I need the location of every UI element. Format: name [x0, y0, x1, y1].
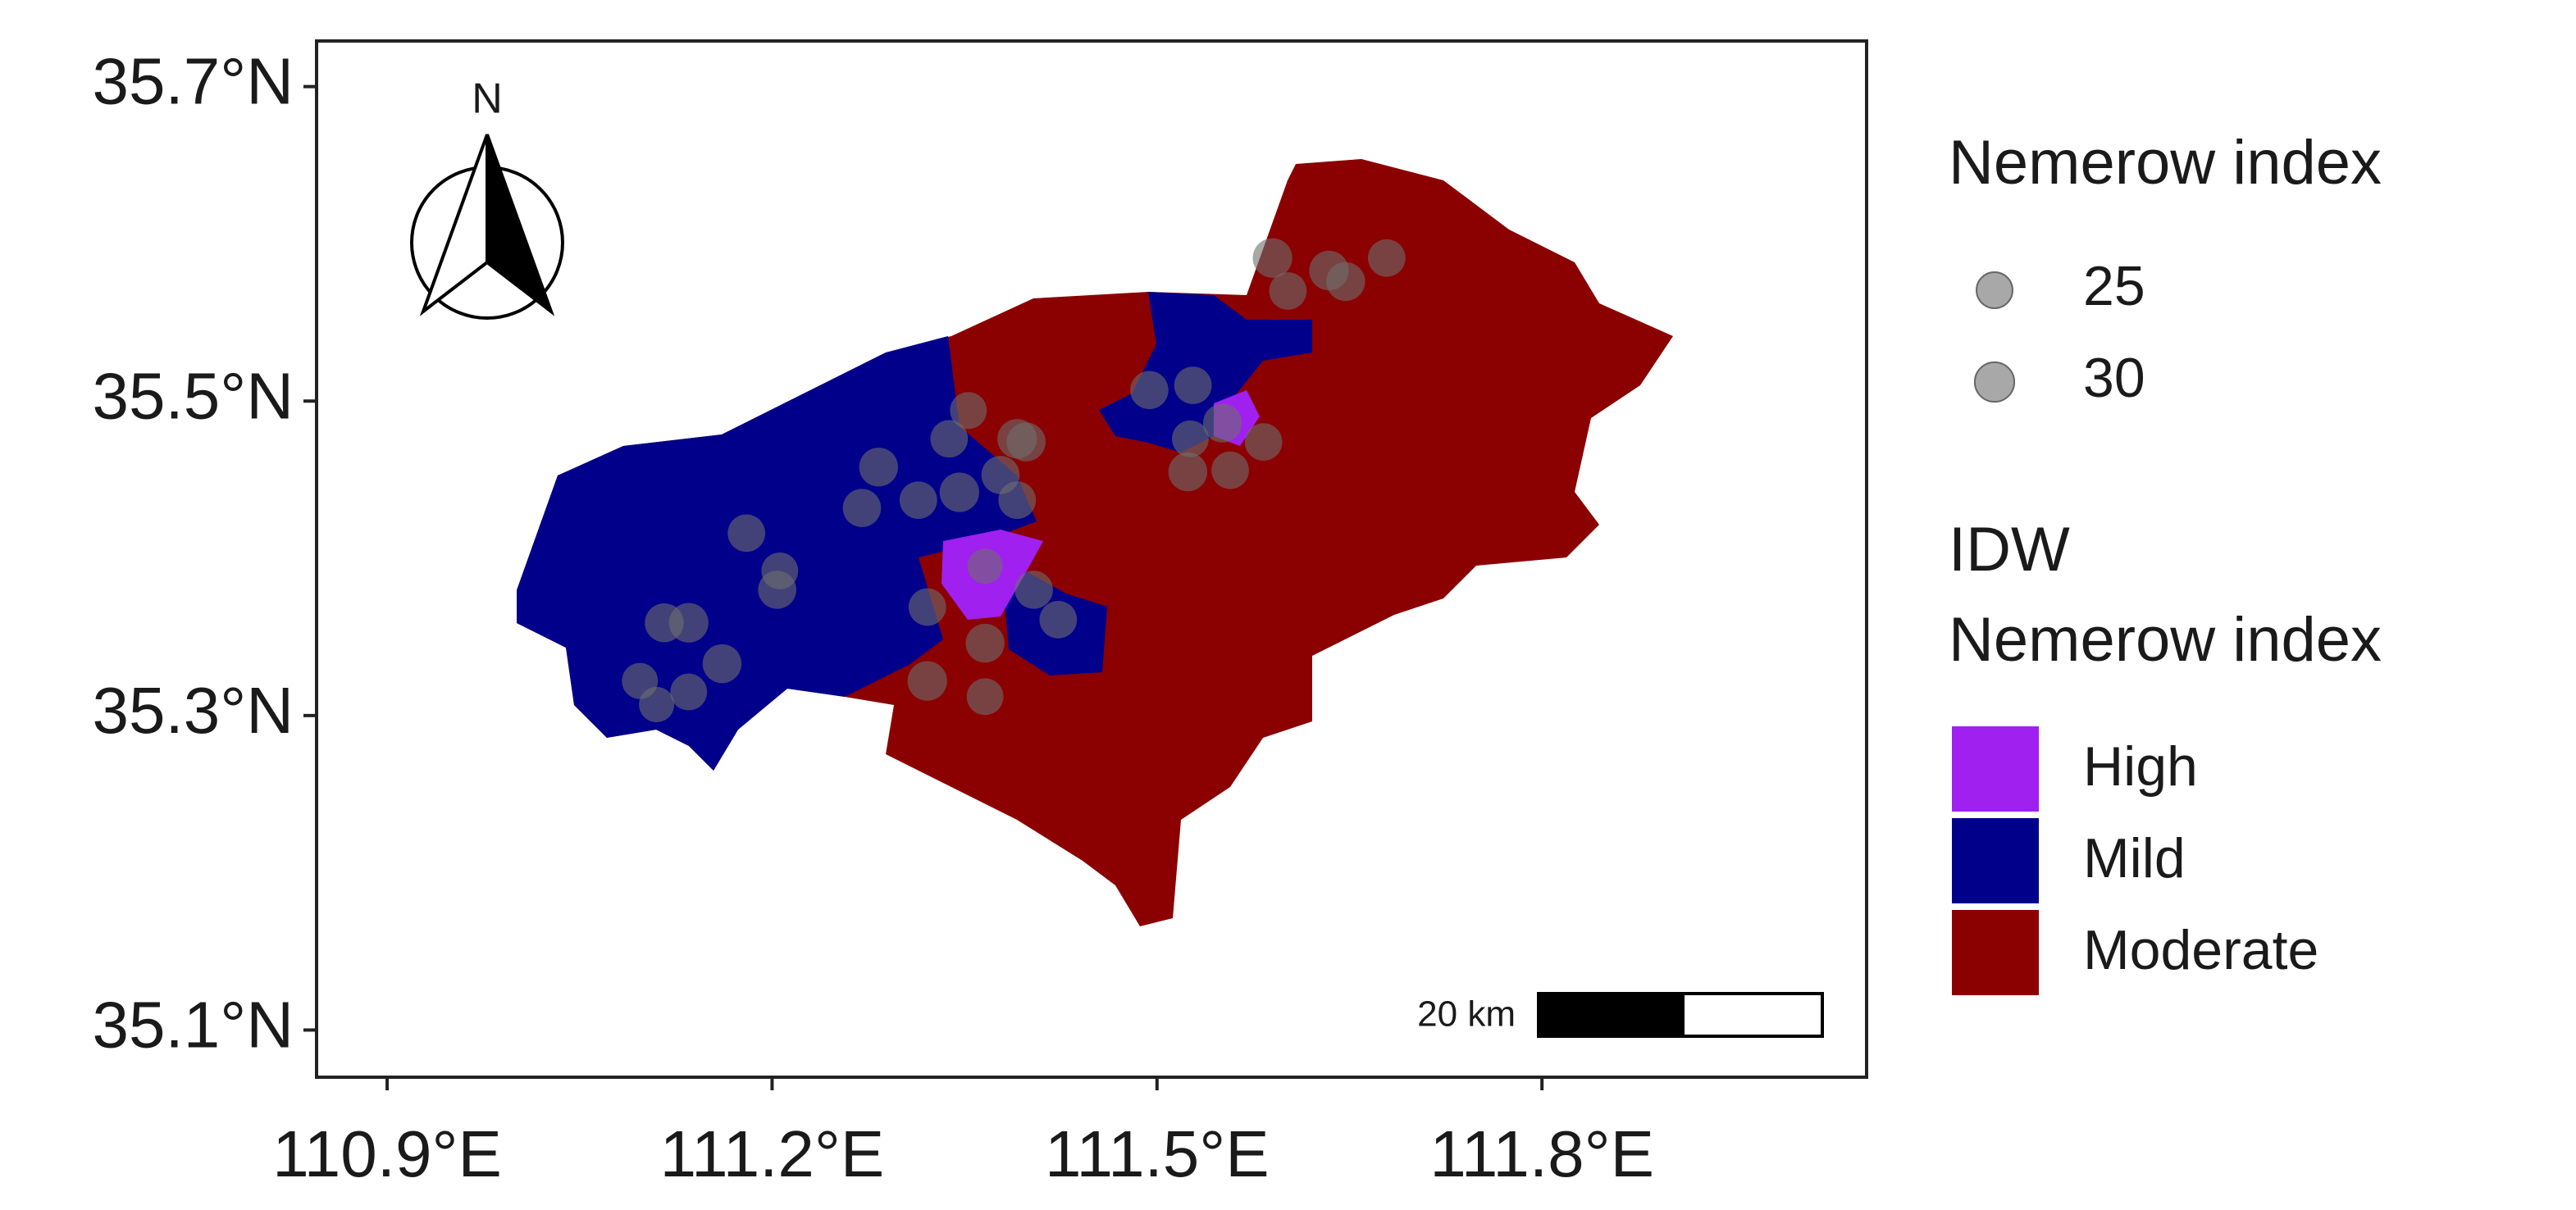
sample-point — [950, 392, 987, 430]
legend: 25 30 High Mild Moderate — [1952, 255, 2318, 995]
fill-legend-label: High — [2083, 735, 2198, 798]
y-tick-label: 35.7°N — [93, 45, 294, 118]
sample-point — [1309, 250, 1349, 291]
y-tick-label: 35.5°N — [93, 359, 294, 432]
sample-point — [1006, 422, 1046, 462]
north-arrow-right — [486, 134, 555, 316]
fill-legend-key — [1952, 726, 2039, 812]
sample-point — [965, 623, 1005, 663]
sample-point — [1211, 451, 1249, 489]
sample-point — [668, 603, 709, 643]
sample-point — [758, 571, 796, 609]
sample-point — [1168, 452, 1208, 492]
sample-point — [998, 481, 1037, 519]
scale-bar-black — [1537, 992, 1685, 1038]
x-tick-label: 110.9°E — [272, 1117, 502, 1190]
idw-surface — [517, 159, 1673, 926]
sample-point — [939, 472, 979, 512]
y-tick-label: 35.1°N — [93, 989, 294, 1062]
size-legend-title: Nemerow index — [1949, 128, 2382, 198]
sample-point — [1367, 239, 1406, 277]
sample-point — [1014, 571, 1053, 609]
sample-point — [1130, 371, 1169, 410]
size-legend-label: 30 — [2083, 347, 2145, 409]
sample-point — [908, 588, 946, 626]
sample-point — [859, 448, 898, 487]
fill-legend-key — [1952, 910, 2039, 995]
x-tick-label: 111.2°E — [660, 1117, 885, 1190]
fill-legend-key — [1952, 818, 2039, 903]
sample-point — [639, 686, 675, 722]
north-arrow: N — [410, 75, 564, 320]
north-arrow-label: N — [472, 75, 503, 123]
size-legend-label: 25 — [2083, 255, 2145, 317]
fill-legend-title: IDW — [1949, 515, 2070, 585]
axes: 110.9°E 111.2°E 111.5°E 111.8°E 35.1°N 35.3°N… — [93, 45, 1654, 1190]
sample-point — [967, 548, 1003, 585]
fill-legend-title: Nemerow index — [1949, 605, 2382, 675]
sample-point — [842, 489, 882, 527]
north-arrow-left — [419, 134, 489, 316]
fill-legend-label: Moderate — [2083, 919, 2318, 981]
sample-point — [1202, 403, 1242, 443]
sample-point — [702, 644, 742, 684]
fill-legend-label: Mild — [2083, 827, 2186, 889]
size-legend-key — [1976, 271, 2013, 309]
sample-point — [1244, 423, 1283, 461]
sample-point — [1269, 272, 1307, 310]
size-legend-key — [1973, 361, 2016, 403]
sample-point — [1039, 600, 1078, 639]
sample-point — [1174, 366, 1212, 404]
sample-point — [907, 661, 947, 701]
panel-border — [315, 39, 1868, 1079]
sample-point — [930, 420, 969, 458]
sample-point — [727, 514, 765, 553]
sample-point — [1172, 420, 1209, 457]
region-moderate — [517, 159, 1673, 926]
x-tick-label: 111.5°E — [1045, 1117, 1270, 1190]
scale-bar-white — [1681, 992, 1824, 1038]
y-tick-label: 35.3°N — [93, 674, 294, 747]
scale-bar-label: 20 km — [1417, 994, 1516, 1035]
sample-point — [1252, 238, 1293, 278]
x-tick-label: 111.8°E — [1429, 1117, 1654, 1190]
sample-point — [670, 673, 708, 711]
points — [622, 238, 1406, 722]
sample-point — [899, 481, 937, 519]
sample-point — [966, 678, 1004, 716]
scale-bar: 20 km — [1417, 992, 1824, 1038]
